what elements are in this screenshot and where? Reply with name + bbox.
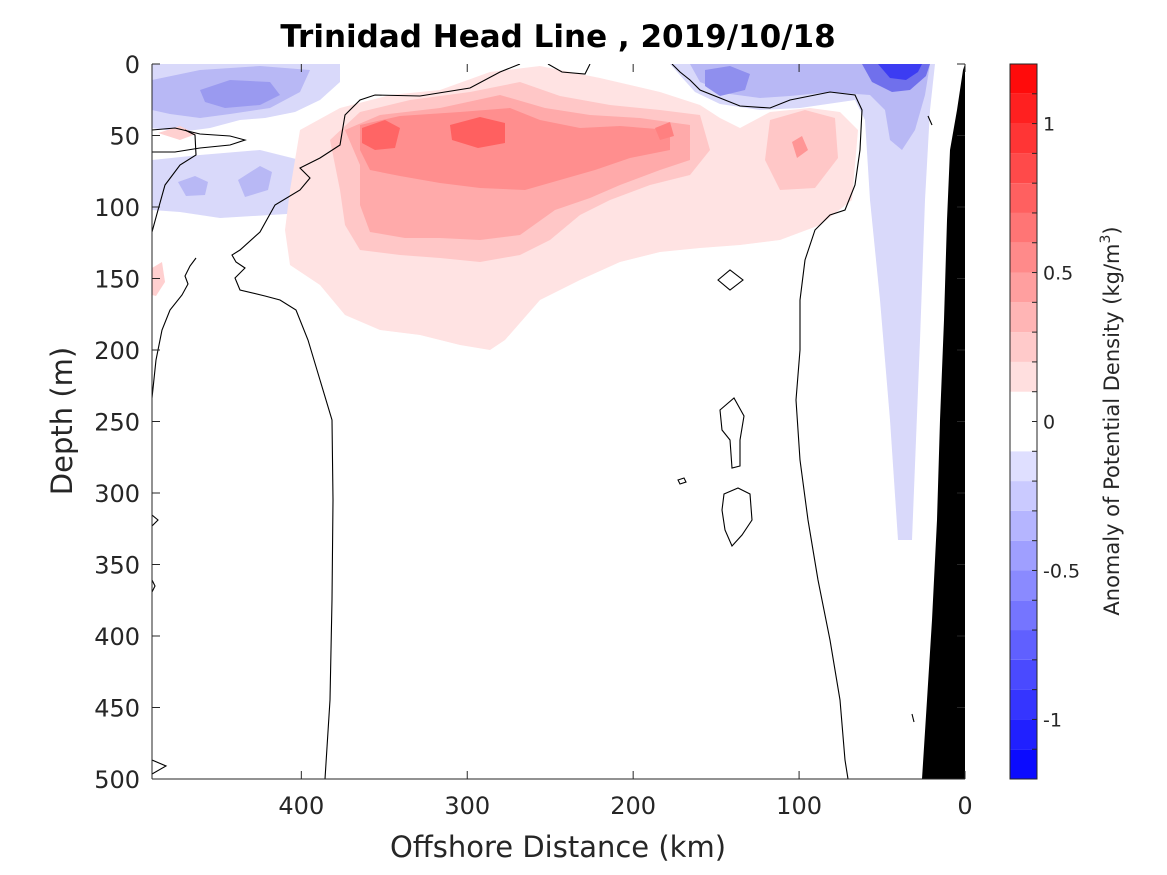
colorbar-band	[1010, 123, 1037, 154]
x-axis: 400 300 200 100 0	[278, 64, 973, 820]
colorbar-tick-label: -0.5	[1043, 560, 1080, 582]
zero-contour-front-upper	[547, 64, 591, 75]
colorbar-band	[1010, 64, 1037, 94]
colorbar-label: Anomaly of Potential Density (kg/m3)	[1098, 226, 1124, 615]
zero-contour-nearshore-sliver	[911, 713, 915, 723]
zero-contour-edge-b	[152, 579, 156, 593]
y-tick-label: 50	[109, 123, 140, 151]
colorbar-tick-label: 0	[1043, 412, 1055, 434]
y-tick-label: 300	[94, 480, 140, 508]
colorbar-band	[1010, 93, 1037, 124]
colorbar-band	[1010, 212, 1037, 243]
chart-title: Trinidad Head Line , 2019/10/18	[280, 19, 835, 55]
colorbar-band	[1010, 689, 1037, 720]
y-axis-label: Depth (m)	[45, 347, 79, 495]
positive-anomaly-region-core	[360, 108, 670, 190]
colorbar-band	[1010, 242, 1037, 273]
y-tick-label: 450	[94, 695, 140, 723]
colorbar-band	[1010, 421, 1037, 452]
colorbar-tick-label: 1	[1043, 114, 1055, 136]
colorbar-band	[1010, 600, 1037, 631]
negative-anomaly-patch-b	[238, 166, 272, 197]
positive-anomaly-peak-a	[362, 120, 400, 150]
zero-contour-upper-left	[152, 127, 247, 153]
colorbar-tick-label: -1	[1043, 709, 1062, 731]
colorbar-label-close: )	[1100, 226, 1124, 234]
negative-anomaly-region-nearshore-core	[690, 64, 930, 150]
zero-contour-loop-c	[677, 477, 687, 485]
x-tick-label: 400	[278, 792, 324, 820]
positive-anomaly-edge-left-upper	[158, 126, 196, 140]
colorbar-band	[1010, 659, 1037, 690]
zero-contour-front-outer	[231, 64, 521, 779]
x-tick-label: 0	[957, 792, 972, 820]
y-axis: 0 50 100 150 200 250 300 350 400 450 500	[94, 51, 965, 794]
positive-anomaly-peak-b	[450, 117, 505, 148]
x-axis-label: Offshore Distance (km)	[390, 830, 726, 864]
zero-contour-loop-d	[721, 487, 753, 547]
colorbar-band	[1010, 361, 1037, 392]
colorbar-band	[1010, 719, 1037, 750]
colorbar-label-main: Anomaly of Potential Density (kg/m	[1100, 244, 1124, 616]
colorbar-band	[1010, 272, 1037, 303]
colorbar	[1009, 63, 1038, 780]
y-tick-label: 100	[94, 194, 140, 222]
zero-contour-edge-c	[152, 759, 168, 775]
colorbar-tick-label: 0.5	[1043, 263, 1073, 285]
negative-anomaly-region-offshore-center	[200, 80, 280, 108]
colorbar-ticks: 1 0.5 0 -0.5 -1	[1032, 63, 1080, 780]
zero-contour-left-column	[152, 129, 197, 233]
negative-anomaly-core-shelf-inner	[878, 64, 922, 80]
x-tick-label: 200	[610, 792, 656, 820]
zero-contour-front-inshore	[671, 64, 863, 779]
y-tick-label: 500	[94, 766, 140, 794]
colorbar-band	[1010, 630, 1037, 660]
zero-contour-nearshore-tip	[927, 115, 933, 126]
bathymetry-mask	[922, 64, 965, 779]
zero-contour-loop-b	[719, 397, 745, 469]
x-tick-label: 100	[776, 792, 822, 820]
colorbar-band	[1010, 391, 1037, 422]
negative-anomaly-patch-a	[178, 176, 208, 196]
positive-anomaly-patch-shelf-core	[792, 136, 808, 158]
density-field	[152, 64, 965, 779]
colorbar-band	[1010, 570, 1037, 601]
colorbar-band	[1010, 302, 1037, 333]
y-tick-label: 0	[125, 51, 140, 79]
y-tick-label: 350	[94, 552, 140, 580]
colorbar-band	[1010, 332, 1037, 362]
y-tick-label: 200	[94, 337, 140, 365]
zero-contours	[152, 64, 933, 779]
y-tick-label: 400	[94, 623, 140, 651]
colorbar-band	[1010, 183, 1037, 213]
colorbar-band	[1010, 749, 1037, 779]
zero-contour-edge-a	[152, 514, 159, 527]
colorbar-band	[1010, 451, 1037, 482]
colorbar-band	[1010, 153, 1037, 184]
x-tick-label: 300	[444, 792, 490, 820]
zero-contour-loop-a	[717, 269, 744, 291]
positive-anomaly-patch-small	[655, 122, 674, 140]
colorbar-band	[1010, 481, 1037, 511]
colorbar-band	[1010, 540, 1037, 571]
colorbar-label-superscript: 3	[1098, 235, 1114, 244]
y-tick-label: 150	[94, 266, 140, 294]
y-tick-label: 250	[94, 409, 140, 437]
negative-anomaly-patch-c	[705, 66, 750, 96]
colorbar-band	[1010, 510, 1037, 541]
